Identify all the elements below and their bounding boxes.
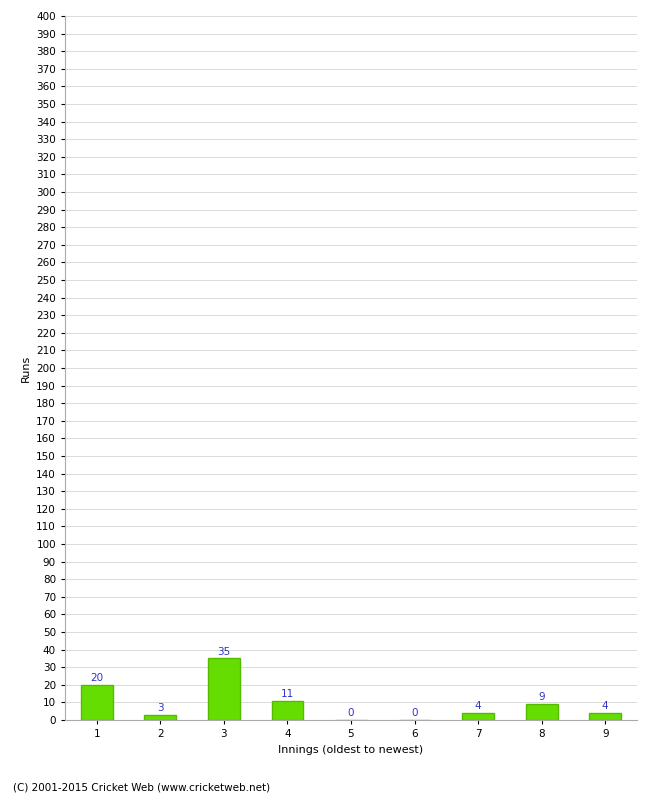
Text: 4: 4 — [474, 701, 482, 711]
Text: 4: 4 — [602, 701, 608, 711]
Text: 3: 3 — [157, 703, 164, 713]
Text: 0: 0 — [348, 708, 354, 718]
X-axis label: Innings (oldest to newest): Innings (oldest to newest) — [278, 745, 424, 754]
Text: 11: 11 — [281, 689, 294, 699]
Text: (C) 2001-2015 Cricket Web (www.cricketweb.net): (C) 2001-2015 Cricket Web (www.cricketwe… — [13, 782, 270, 792]
Bar — [526, 704, 558, 720]
Text: 35: 35 — [217, 646, 231, 657]
Text: 0: 0 — [411, 708, 418, 718]
Text: 20: 20 — [90, 673, 103, 683]
Bar — [144, 714, 176, 720]
Bar — [462, 713, 494, 720]
Y-axis label: Runs: Runs — [21, 354, 31, 382]
Bar — [208, 658, 240, 720]
Bar — [272, 701, 304, 720]
Bar — [590, 713, 621, 720]
Text: 9: 9 — [538, 692, 545, 702]
Bar — [81, 685, 112, 720]
